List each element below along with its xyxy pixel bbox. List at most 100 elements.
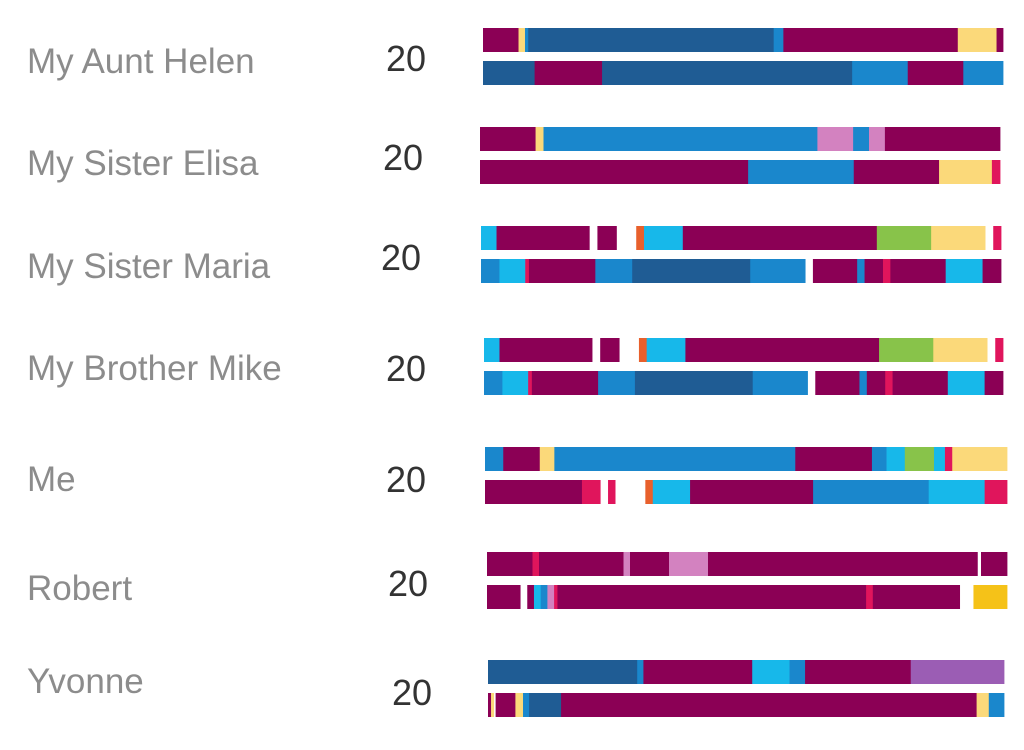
strand-segment — [984, 371, 1004, 395]
strand-segment — [597, 226, 618, 250]
strand-segment — [547, 585, 555, 609]
strand-segment — [527, 585, 535, 609]
strand-segment — [554, 447, 796, 471]
strand-segment — [886, 447, 906, 471]
strand-gap — [619, 338, 640, 362]
strand-segment — [480, 127, 536, 151]
strand-gap — [589, 226, 598, 250]
strand-segment — [502, 371, 529, 395]
chromosome-strand-lower — [487, 585, 1008, 609]
strand-segment — [630, 552, 670, 576]
strand-segment — [984, 480, 1008, 504]
strand-segment — [904, 447, 935, 471]
strand-segment — [515, 693, 524, 717]
strand-segment — [892, 371, 949, 395]
strand-segment — [499, 259, 526, 283]
strand-segment — [939, 160, 993, 184]
strand-segment — [557, 585, 867, 609]
strand-segment — [623, 552, 631, 576]
strand-segment — [690, 480, 814, 504]
strand-segment — [598, 371, 636, 395]
chromosome-strand-lower — [483, 61, 1004, 85]
person-name: My Brother Mike — [27, 349, 282, 388]
strand-segment — [885, 371, 893, 395]
strand-segment — [947, 371, 985, 395]
strand-gap — [805, 259, 814, 283]
strand-segment — [499, 338, 593, 362]
person-name: My Sister Maria — [27, 247, 271, 286]
strand-gap — [807, 371, 816, 395]
strand-segment — [685, 338, 880, 362]
strand-segment — [495, 693, 516, 717]
strand-segment — [491, 693, 495, 717]
strand-segment — [600, 338, 620, 362]
person-name: Me — [27, 460, 76, 499]
strand-segment — [496, 226, 591, 250]
strand-segment — [857, 259, 865, 283]
strand-segment — [748, 160, 855, 184]
strand-segment — [879, 338, 934, 362]
strand-segment — [525, 259, 530, 283]
strand-segment — [789, 660, 806, 684]
strand-segment — [982, 259, 1002, 283]
strand-segment — [643, 226, 684, 250]
strand-segment — [750, 259, 806, 283]
strand-segment — [996, 28, 1004, 52]
chromosome-strand-upper — [488, 660, 1005, 684]
strand-segment — [533, 585, 542, 609]
strand-segment — [872, 585, 961, 609]
strand-segment — [523, 693, 530, 717]
strand-segment — [518, 28, 526, 52]
strand-gap — [985, 226, 994, 250]
strand-segment — [484, 338, 500, 362]
strand-segment — [988, 693, 1005, 717]
strand-segment — [581, 480, 601, 504]
strand-segment — [636, 226, 645, 250]
strand-segment — [485, 480, 583, 504]
strand-segment — [890, 259, 947, 283]
person-name: Yvonne — [27, 662, 144, 701]
strand-segment — [535, 127, 544, 151]
strand-segment — [773, 28, 784, 52]
strand-segment — [528, 28, 775, 52]
strand-segment — [864, 259, 884, 283]
strand-segment — [488, 693, 492, 717]
strand-segment — [976, 693, 990, 717]
strand-segment — [524, 28, 529, 52]
chromosome-strand-lower — [481, 259, 1002, 283]
strand-segment — [853, 160, 940, 184]
strand-gap — [592, 338, 601, 362]
strand-segment — [869, 127, 886, 151]
strand-segment — [805, 660, 912, 684]
strand-segment — [957, 28, 997, 52]
strand-segment — [481, 259, 500, 283]
strand-segment — [783, 28, 959, 52]
strand-segment — [637, 660, 644, 684]
strand-segment — [480, 160, 749, 184]
strand-segment — [910, 660, 1005, 684]
chromosome-strand-upper — [484, 338, 1004, 362]
chromosome-number: 20 — [386, 348, 427, 389]
strand-segment — [632, 259, 751, 283]
strand-segment — [487, 585, 521, 609]
chromosome-strand-upper — [485, 447, 1008, 471]
chromosome-number: 20 — [381, 237, 422, 278]
strand-segment — [991, 160, 1001, 184]
strand-gap — [977, 552, 982, 576]
strand-segment — [595, 259, 633, 283]
strand-segment — [531, 371, 599, 395]
chromosome-strand-upper — [483, 28, 1004, 52]
chromosome-strand-upper — [487, 552, 1008, 576]
chromosome-strand-upper — [480, 127, 1001, 151]
strand-gap — [987, 338, 996, 362]
strand-segment — [973, 585, 1008, 609]
strand-segment — [484, 371, 503, 395]
strand-segment — [952, 447, 1008, 471]
strand-segment — [608, 480, 616, 504]
strand-segment — [853, 127, 870, 151]
strand-segment — [752, 371, 809, 395]
strand-segment — [795, 447, 873, 471]
strand-segment — [931, 226, 986, 250]
strand-segment — [602, 61, 853, 85]
